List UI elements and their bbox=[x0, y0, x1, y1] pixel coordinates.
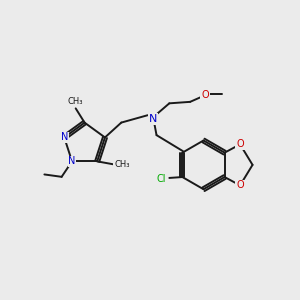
Text: CH₃: CH₃ bbox=[68, 97, 83, 106]
Text: O: O bbox=[236, 140, 244, 149]
Text: N: N bbox=[149, 114, 157, 124]
Text: Cl: Cl bbox=[157, 173, 166, 184]
Text: CH₃: CH₃ bbox=[114, 160, 130, 169]
Text: O: O bbox=[201, 90, 209, 100]
Text: O: O bbox=[236, 180, 244, 190]
Text: N: N bbox=[61, 132, 68, 142]
Text: N: N bbox=[68, 156, 76, 167]
